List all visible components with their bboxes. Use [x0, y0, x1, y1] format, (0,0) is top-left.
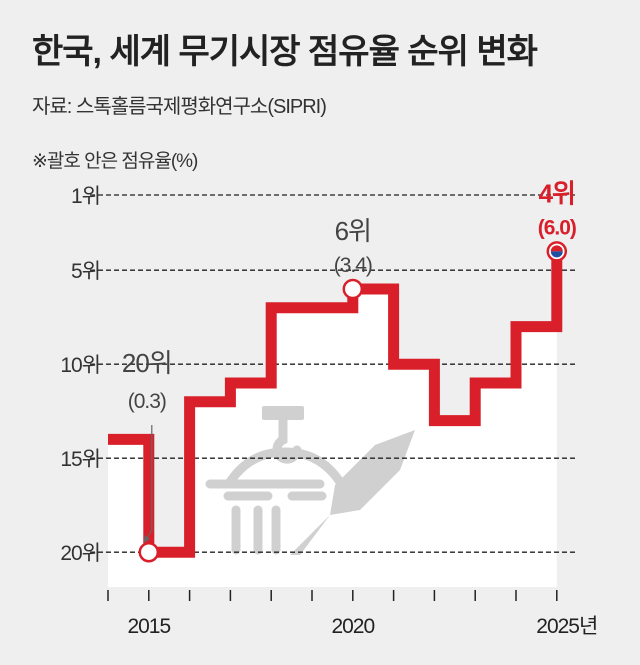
y-tick-label: 1위 — [71, 185, 100, 208]
annotation-arrow — [145, 425, 153, 541]
rank-annotation: 4위 — [539, 178, 575, 208]
x-tick-label: 2025년 — [536, 615, 597, 638]
x-tick-label: 2015 — [127, 615, 170, 638]
x-tick-label: 2020 — [331, 615, 374, 638]
area-fill — [108, 251, 557, 587]
y-tick-label: 15위 — [60, 448, 100, 471]
note-text: ※괄호 안은 점유율(%) — [32, 151, 198, 172]
share-annotation: (6.0) — [538, 216, 576, 239]
chart-title: 한국, 세계 무기시장 점유율 순위 변화 — [32, 33, 538, 71]
rank-annotation: 6위 — [335, 216, 371, 246]
taegeuk-icon — [550, 245, 563, 252]
weapons-illustration-icon — [205, 406, 415, 555]
share-annotation: (0.3) — [128, 390, 166, 413]
arrow-head-icon — [143, 535, 150, 543]
data-point-marker — [138, 541, 160, 563]
y-tick-label: 10위 — [60, 354, 100, 377]
y-tick-label: 20위 — [60, 542, 100, 565]
rank-annotation: 20위 — [122, 348, 172, 378]
share-annotation: (3.4) — [334, 254, 372, 277]
y-tick-label: 5위 — [71, 260, 100, 283]
data-point-marker — [342, 278, 364, 300]
source-text: 자료: 스톡홀름국제평화연구소(SIPRI) — [32, 96, 327, 118]
taegeuk-icon — [550, 251, 563, 258]
